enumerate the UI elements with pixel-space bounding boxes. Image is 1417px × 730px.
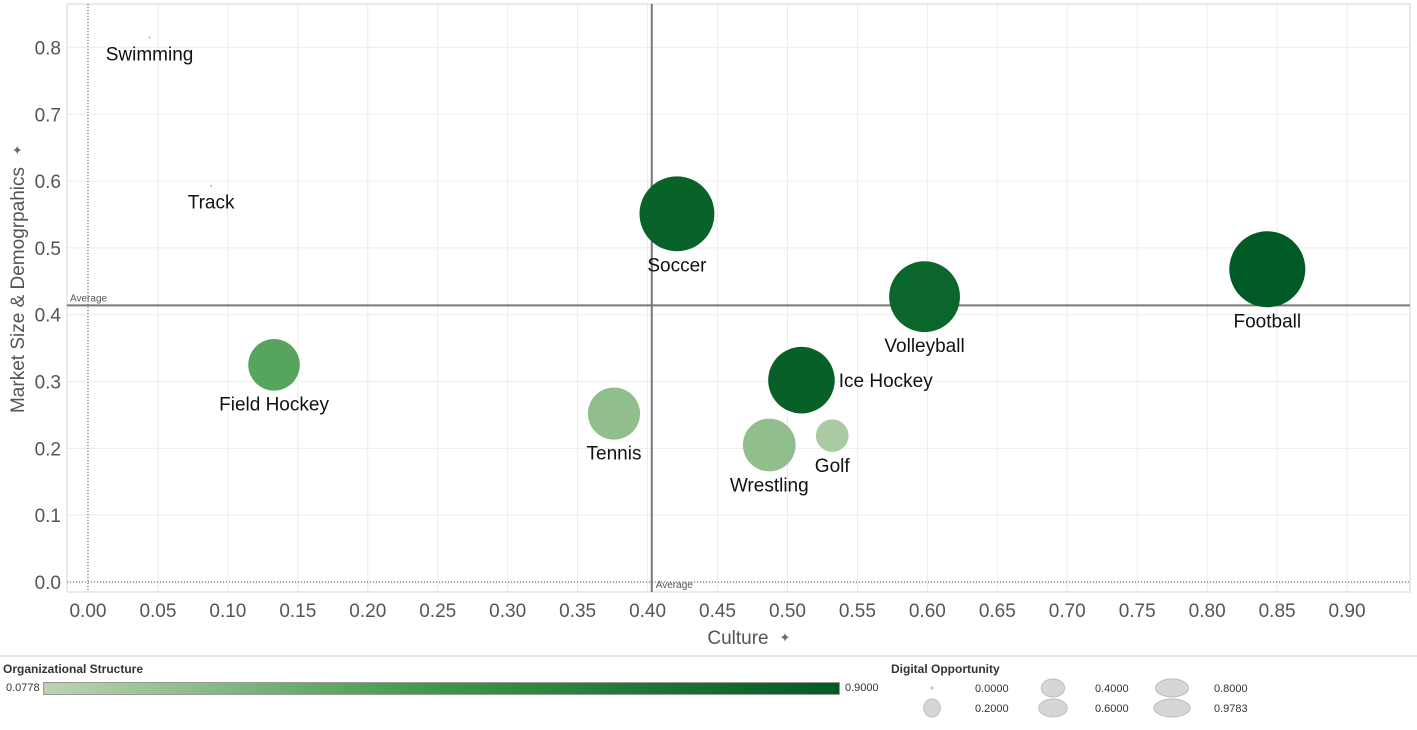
- x-tick-label: 0.60: [909, 601, 946, 622]
- x-tick-label: 0.20: [349, 601, 386, 622]
- size-legend-label: 0.2000: [975, 703, 1009, 715]
- axis-ticks: 0.00 0.05 0.10 0.15 0.20 0.25 0.30 0.35 0.40 0.45…: [35, 38, 1366, 622]
- y-tick-label: 0.1: [35, 506, 61, 527]
- x-axis-pin-icon[interactable]: ✦: [780, 630, 791, 645]
- size-legend-label: 0.0000: [975, 683, 1009, 695]
- data-labels: Swimming Track Soccer Football Volleyball Fie…: [106, 44, 1301, 496]
- y-tick-label: 0.3: [35, 373, 61, 394]
- size-legend-mark: [930, 686, 934, 690]
- x-average-label: Average: [656, 580, 694, 591]
- data-label: Football: [1234, 311, 1302, 332]
- x-tick-label: 0.50: [769, 601, 806, 622]
- color-legend-min: 0.0778: [6, 682, 40, 694]
- x-tick-label: 0.00: [69, 601, 106, 622]
- size-legend-mark: [1038, 698, 1068, 718]
- data-label: Soccer: [647, 255, 707, 276]
- y-tick-label: 0.7: [35, 105, 61, 126]
- data-point-ice-hockey[interactable]: [768, 346, 835, 414]
- data-marks: [148, 36, 1306, 472]
- x-tick-label: 0.25: [419, 601, 456, 622]
- color-legend-title: Organizational Structure: [3, 662, 144, 676]
- data-point-swimming[interactable]: [148, 36, 151, 39]
- y-average-label: Average: [70, 293, 108, 304]
- y-tick-label: 0.5: [35, 239, 61, 260]
- x-tick-label: 0.15: [279, 601, 316, 622]
- x-tick-label: 0.70: [1049, 601, 1086, 622]
- size-legend-label: 0.4000: [1095, 683, 1129, 695]
- size-legend-mark: [923, 698, 941, 718]
- y-axis-pin-icon[interactable]: ✦: [10, 144, 25, 155]
- x-tick-label: 0.85: [1259, 601, 1296, 622]
- y-tick-label: 0.8: [35, 38, 61, 59]
- x-tick-label: 0.10: [209, 601, 246, 622]
- x-tick-label: 0.45: [699, 601, 736, 622]
- data-label: Track: [188, 193, 235, 214]
- size-legend-label: 0.6000: [1095, 703, 1129, 715]
- x-tick-label: 0.55: [839, 601, 876, 622]
- data-label: Ice Hockey: [839, 371, 933, 392]
- x-tick-label: 0.40: [629, 601, 666, 622]
- x-tick-label: 0.35: [559, 601, 596, 622]
- y-tick-label: 0.6: [35, 172, 61, 193]
- data-point-golf[interactable]: [815, 419, 849, 452]
- data-point-wrestling[interactable]: [742, 418, 796, 472]
- plot-frame: [66, 3, 1411, 593]
- size-legend-label: 0.8000: [1214, 683, 1248, 695]
- x-tick-label: 0.05: [139, 601, 176, 622]
- data-label: Field Hockey: [219, 395, 329, 416]
- data-label: Wrestling: [730, 475, 809, 496]
- y-axis-title[interactable]: Market Size & Demogrpahics: [8, 167, 29, 413]
- x-tick-label: 0.90: [1329, 601, 1366, 622]
- color-legend-max: 0.9000: [845, 682, 879, 694]
- size-legend-mark: [1040, 678, 1066, 698]
- data-label: Golf: [815, 456, 851, 477]
- size-legend: 0.0000 0.2000 0.4000 0.6000 0.8000 0.9783: [923, 678, 1248, 718]
- legend-area: Organizational Structure 0.0778 0.9000 D…: [0, 655, 1417, 730]
- color-gradient-bar[interactable]: [43, 682, 840, 695]
- x-tick-label: 0.75: [1119, 601, 1156, 622]
- data-point-tennis[interactable]: [587, 387, 641, 440]
- size-legend-label: 0.9783: [1214, 703, 1248, 715]
- gridlines: [67, 4, 1410, 592]
- data-label: Swimming: [106, 44, 194, 65]
- data-point-field-hockey[interactable]: [248, 339, 300, 391]
- x-tick-label: 0.65: [979, 601, 1016, 622]
- data-label: Tennis: [587, 444, 642, 465]
- data-point-track[interactable]: [210, 184, 212, 187]
- data-point-volleyball[interactable]: [889, 261, 960, 333]
- data-point-football[interactable]: [1229, 231, 1306, 308]
- reference-lines: Average Average: [67, 4, 1410, 592]
- size-legend-title: Digital Opportunity: [891, 662, 1000, 676]
- x-tick-label: 0.30: [489, 601, 526, 622]
- y-tick-label: 0.0: [35, 573, 61, 594]
- size-legend-mark: [1155, 678, 1189, 698]
- size-legend-mark: [1153, 698, 1191, 718]
- data-point-soccer[interactable]: [639, 176, 715, 252]
- x-tick-label: 0.80: [1189, 601, 1226, 622]
- x-axis-title[interactable]: Culture: [707, 628, 768, 649]
- y-tick-label: 0.4: [35, 306, 62, 327]
- data-label: Volleyball: [884, 336, 964, 357]
- y-tick-label: 0.2: [35, 439, 61, 460]
